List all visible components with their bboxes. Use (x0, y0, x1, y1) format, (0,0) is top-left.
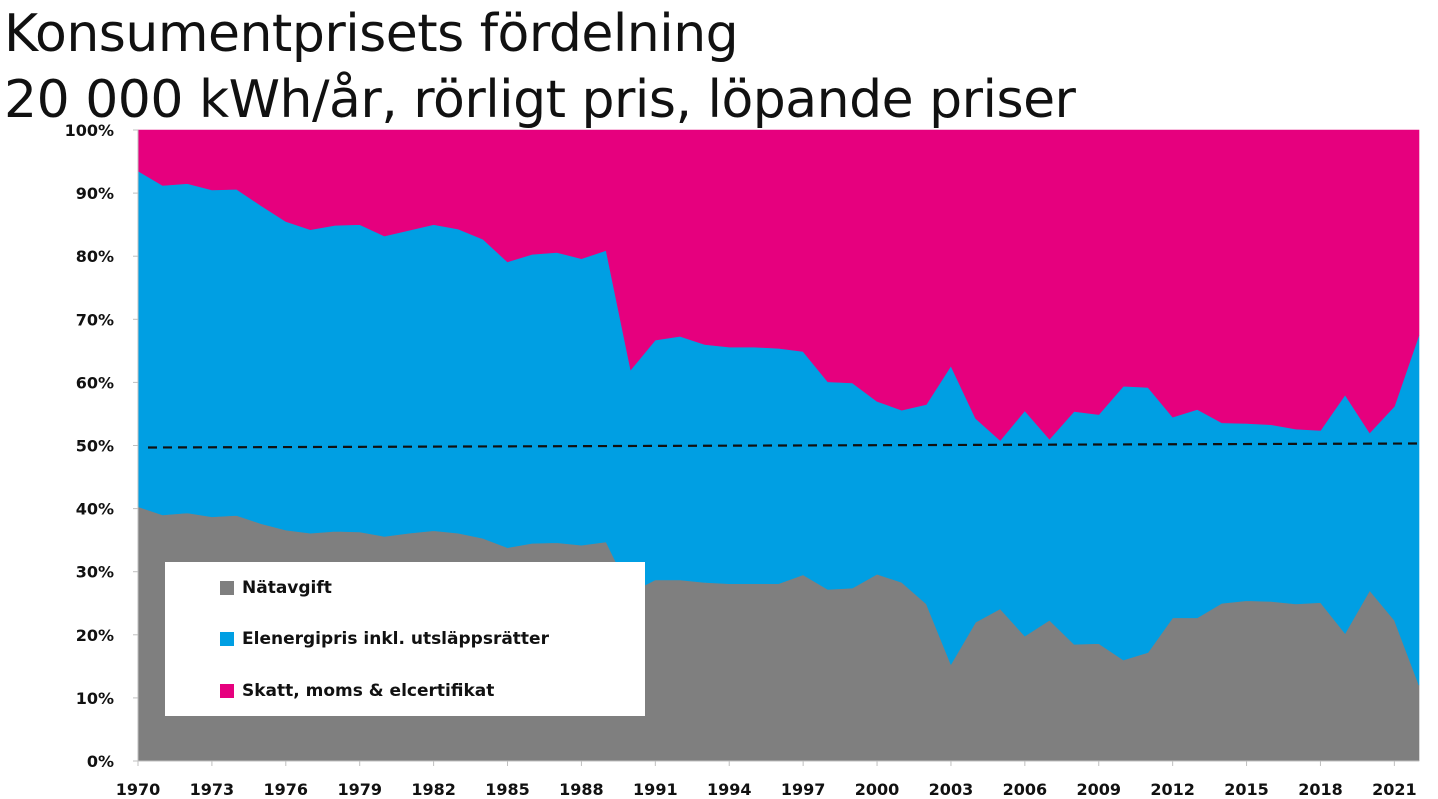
chart-subtitle: 20 000 kWh/år, rörligt pris, löpande pri… (4, 70, 1076, 130)
x-tick-label: 2003 (929, 780, 974, 799)
x-tick-label: 2018 (1298, 780, 1343, 799)
legend-item-skatt: Skatt, moms & elcertifikat (220, 681, 494, 701)
x-tick-label: 1976 (264, 780, 309, 799)
area-series-3 (137, 129, 1420, 441)
y-tick-label: 100% (65, 121, 114, 140)
y-tick-label: 80% (76, 247, 114, 266)
legend-label-elenergipris: Elenergipris inkl. utsläppsrätter (242, 629, 549, 649)
y-tick-label: 30% (76, 563, 114, 582)
x-tick-label: 1988 (559, 780, 604, 799)
x-tick-label: 1970 (116, 780, 161, 799)
x-tick-label: 2015 (1224, 780, 1269, 799)
y-tick-label: 50% (76, 437, 114, 456)
y-tick-label: 60% (76, 373, 114, 392)
y-tick-label: 40% (76, 500, 114, 519)
x-tick-label: 1973 (190, 780, 235, 799)
x-tick-label: 1985 (485, 780, 530, 799)
x-tick-label: 1991 (633, 780, 678, 799)
legend-label-natavgift: Nätavgift (242, 578, 332, 598)
legend-item-elenergipris: Elenergipris inkl. utsläppsrätter (220, 629, 549, 649)
legend-swatch-skatt (220, 684, 234, 698)
x-tick-label: 2006 (1003, 780, 1048, 799)
x-tick-label: 2012 (1150, 780, 1195, 799)
legend-swatch-natavgift (220, 581, 234, 595)
chart-legend: Nätavgift Elenergipris inkl. utsläppsrät… (165, 562, 645, 716)
x-tick-label: 2009 (1076, 780, 1121, 799)
y-tick-label: 20% (76, 626, 114, 645)
y-tick-label: 90% (76, 184, 114, 203)
y-tick-label: 10% (76, 689, 114, 708)
x-tick-label: 2000 (855, 780, 900, 799)
x-tick-label: 1979 (337, 780, 382, 799)
y-tick-label: 0% (87, 752, 114, 771)
x-tick-label: 2021 (1372, 780, 1417, 799)
legend-label-skatt: Skatt, moms & elcertifikat (242, 681, 495, 701)
x-tick-label: 1982 (411, 780, 456, 799)
legend-item-natavgift: Nätavgift (220, 578, 332, 598)
reference-line-50 (147, 442, 1418, 449)
y-tick-label: 70% (76, 310, 114, 329)
x-tick-label: 1997 (781, 780, 826, 799)
chart-title: Konsumentprisets fördelning (4, 4, 739, 64)
x-tick-label: 1994 (707, 780, 752, 799)
legend-swatch-elenergipris (220, 632, 234, 646)
